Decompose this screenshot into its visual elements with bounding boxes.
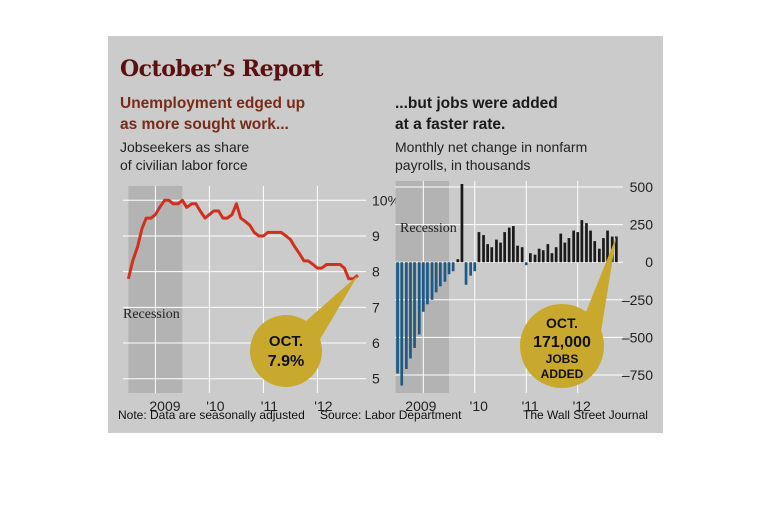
payroll-bar bbox=[503, 232, 506, 263]
payroll-bar bbox=[464, 262, 468, 285]
callout-label-line2: 171,000 bbox=[533, 334, 591, 351]
y-tick-label: 500 bbox=[630, 179, 654, 195]
x-tick-label: '12 bbox=[573, 398, 591, 414]
payroll-bar bbox=[439, 262, 442, 287]
y-tick-label: 7 bbox=[372, 299, 380, 315]
x-tick-label: '12 bbox=[314, 398, 332, 414]
payroll-bar bbox=[460, 184, 464, 263]
footnote-source: Source: Labor Department bbox=[320, 408, 462, 422]
y-tick-label: 5 bbox=[372, 371, 380, 387]
payroll-bar bbox=[585, 223, 588, 263]
payroll-bar bbox=[541, 250, 545, 263]
payroll-bar bbox=[443, 262, 447, 282]
recession-label: Recession bbox=[400, 221, 457, 236]
payroll-bar bbox=[486, 244, 489, 263]
left-chart-title-line1: Unemployment edged up bbox=[120, 95, 306, 112]
payroll-bar bbox=[615, 236, 618, 263]
x-tick-label: '11 bbox=[522, 398, 539, 414]
payroll-bar bbox=[576, 232, 580, 263]
payroll-bar bbox=[447, 262, 451, 275]
payroll-bar bbox=[602, 238, 605, 263]
y-tick-label: –250 bbox=[622, 292, 653, 308]
payroll-bar bbox=[413, 262, 416, 348]
payrolls-bar-chart: 500 250 0 –250 –500 –750 2009 '10 '11 '12 Recessio… bbox=[395, 179, 654, 414]
y-tick-label: 8 bbox=[372, 264, 380, 280]
payroll-bar bbox=[606, 230, 609, 263]
payroll-bar bbox=[580, 220, 584, 263]
payroll-bar bbox=[434, 262, 438, 293]
payroll-bar bbox=[430, 262, 434, 300]
right-chart-desc-line2: payrolls, in thousands bbox=[395, 157, 531, 173]
payroll-bar bbox=[451, 262, 455, 272]
y-tick-label: 0 bbox=[645, 254, 653, 270]
payroll-bar bbox=[572, 230, 575, 263]
x-tick-label: 2009 bbox=[149, 398, 180, 414]
payroll-bar bbox=[593, 241, 597, 263]
callout-pointer bbox=[306, 275, 358, 341]
page-title: October’s Report bbox=[120, 56, 323, 82]
payroll-bar bbox=[409, 262, 412, 359]
payroll-bar bbox=[477, 232, 481, 263]
right-chart-desc-line1: Monthly net change in nonfarm bbox=[395, 139, 588, 155]
payroll-bar bbox=[396, 262, 399, 374]
credit: The Wall Street Journal bbox=[523, 408, 648, 422]
right-chart-title-line2: at a faster rate. bbox=[395, 116, 506, 133]
payroll-bar bbox=[554, 247, 558, 263]
payroll-bar bbox=[422, 262, 425, 312]
y-tick-label: 9 bbox=[372, 228, 380, 244]
callout-label-line1: OCT. bbox=[546, 315, 578, 331]
callout-label-line1: OCT. bbox=[269, 333, 303, 350]
callout-label-line2: 7.9% bbox=[268, 353, 304, 370]
payroll-bar bbox=[546, 244, 550, 263]
x-tick-label: '10 bbox=[206, 398, 224, 414]
y-tick-label: 6 bbox=[372, 335, 380, 351]
unemployment-series-line bbox=[126, 198, 359, 281]
left-chart-desc-line2: of civilian labor force bbox=[120, 157, 248, 173]
payroll-bar bbox=[567, 238, 571, 263]
footnote-note: Note: Data are seasonally adjusted bbox=[118, 408, 305, 422]
payroll-bar bbox=[550, 253, 554, 263]
payroll-bar bbox=[520, 247, 524, 263]
y-tick-label: –750 bbox=[622, 367, 653, 383]
payroll-bar bbox=[533, 254, 537, 263]
payroll-bar bbox=[469, 262, 472, 276]
x-tick-label: '10 bbox=[470, 398, 488, 414]
x-tick-label: 2009 bbox=[405, 398, 436, 414]
payroll-bar bbox=[563, 242, 567, 263]
payroll-bar bbox=[426, 262, 429, 305]
payroll-bar bbox=[537, 248, 541, 263]
payroll-bar bbox=[499, 242, 502, 263]
payroll-bar bbox=[482, 235, 485, 263]
payroll-bar bbox=[400, 262, 404, 386]
left-chart-title-line2: as more sought work... bbox=[120, 116, 289, 133]
payroll-bar bbox=[598, 248, 601, 263]
payroll-bar bbox=[559, 233, 563, 263]
callout-circle bbox=[520, 304, 604, 388]
callout-label-line4: ADDED bbox=[541, 367, 584, 381]
payroll-bar bbox=[507, 227, 511, 263]
payroll-bar bbox=[405, 262, 408, 369]
left-chart-desc-line1: Jobseekers as share bbox=[120, 139, 250, 155]
chart-panel: October’s Report Unemployment edged up a… bbox=[108, 36, 663, 433]
payroll-bar bbox=[589, 230, 592, 263]
callout-circle bbox=[250, 315, 322, 387]
payroll-bar bbox=[473, 262, 477, 272]
payroll-bar bbox=[417, 262, 421, 335]
unemployment-line-chart: 10% 9 8 7 6 5 2009 '10 '11 '12 Recession OCT. 7.9% bbox=[123, 186, 398, 414]
payroll-bar bbox=[490, 247, 494, 263]
payroll-bar bbox=[512, 226, 515, 263]
y-tick-label: 250 bbox=[630, 217, 654, 233]
payroll-bar bbox=[495, 239, 498, 263]
right-chart-title-line1: ...but jobs were added bbox=[395, 95, 558, 112]
payroll-bar bbox=[529, 253, 532, 263]
y-tick-label: –500 bbox=[622, 329, 653, 345]
y-tick-label: 10% bbox=[372, 192, 398, 208]
recession-label: Recession bbox=[123, 307, 180, 322]
callout-pointer bbox=[586, 236, 617, 332]
x-tick-label: '11 bbox=[261, 398, 278, 414]
payroll-bar bbox=[456, 259, 460, 263]
callout-label-line3: JOBS bbox=[546, 352, 579, 366]
payroll-bar bbox=[524, 262, 528, 266]
payroll-bar bbox=[516, 245, 519, 263]
